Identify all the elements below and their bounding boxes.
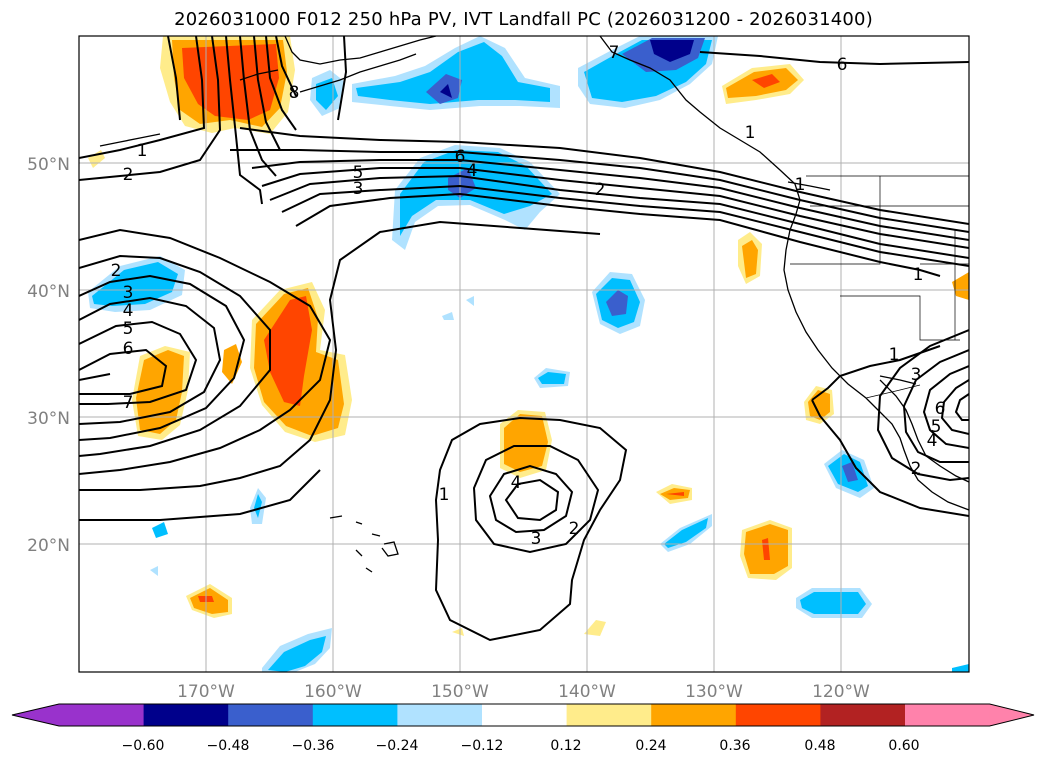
- colorbar-segment: [651, 704, 737, 726]
- colorbar-tick: −0.24: [376, 738, 419, 754]
- contour-label: 2: [123, 165, 134, 185]
- plot-title: 2026031000 F012 250 hPa PV, IVT Landfall…: [174, 9, 873, 30]
- warm-anomaly-central: [500, 410, 552, 478]
- contour-label: 3: [911, 365, 922, 385]
- contour-label: 3: [531, 529, 542, 549]
- contour-label: 4: [511, 473, 522, 493]
- contour-label: 4: [927, 431, 938, 451]
- colorbar-segment: [735, 704, 821, 726]
- contour-labels: 1 2 8 5 3 6 4 2 2 3 4 5 6 7 1 4 3 2 1 1: [111, 43, 946, 549]
- lon-label: 170°W: [177, 682, 235, 702]
- cool-anomaly-west: [88, 256, 185, 312]
- contour-label: 1: [745, 123, 756, 143]
- colorbar-outline: [11, 703, 1035, 727]
- contour-label: 3: [353, 179, 364, 199]
- contour-label: 1: [137, 141, 148, 161]
- lat-label: 40°N: [27, 282, 70, 302]
- contour-label: 2: [569, 519, 580, 539]
- colorbar-segment: [312, 704, 398, 726]
- contour-label: 2: [911, 459, 922, 479]
- lon-label: 150°W: [431, 682, 489, 702]
- cool-anomaly-small-2: [152, 522, 168, 538]
- colorbar-segment: [566, 704, 652, 726]
- lon-label: 140°W: [558, 682, 616, 702]
- lat-label: 50°N: [27, 155, 70, 175]
- contour-label: 4: [123, 301, 134, 321]
- warm-anomaly-east: [740, 520, 792, 580]
- contour-label: 8: [289, 83, 300, 103]
- colorbar-tick: 0.36: [719, 738, 750, 754]
- contour-label: 2: [595, 180, 606, 200]
- contour-label: 6: [123, 339, 134, 359]
- lat-label: 30°N: [27, 409, 70, 429]
- contour-label: 7: [123, 393, 134, 413]
- colorbar-segment: [59, 704, 145, 726]
- colorbar-tick: −0.48: [207, 738, 250, 754]
- map-frame: [78, 35, 970, 673]
- colorbar-tick: 0.12: [550, 738, 581, 754]
- lat-labels: 50°N 40°N 30°N 20°N: [27, 155, 70, 556]
- contour-label: 4: [467, 161, 478, 181]
- colorbar-tick: 0.24: [635, 738, 666, 754]
- lon-label: 130°W: [685, 682, 743, 702]
- contour-label: 5: [931, 417, 942, 437]
- borders: [790, 175, 969, 399]
- colorbar-segment: [820, 704, 906, 726]
- warm-anomaly-subtropics: [132, 282, 352, 442]
- contour-label: 7: [609, 43, 620, 63]
- lon-label: 160°W: [304, 682, 362, 702]
- contour-label: 2: [111, 261, 122, 281]
- colorbar-tick: 0.48: [804, 738, 835, 754]
- colorbar-tick: −0.36: [292, 738, 335, 754]
- contour-label: 6: [935, 399, 946, 419]
- coastlines: [99, 36, 969, 573]
- contour-label: 6: [455, 147, 466, 167]
- contour-label: 1: [913, 265, 924, 285]
- colorbar-tick-labels: −0.60 −0.48 −0.36 −0.24 −0.12 0.12 0.24 …: [122, 738, 920, 754]
- colorbar-segment: [397, 704, 483, 726]
- contour-label: 5: [353, 163, 364, 183]
- colorbar-tick: −0.60: [122, 738, 165, 754]
- contour-label: 1: [439, 485, 450, 505]
- colorbar-segment: [228, 704, 314, 726]
- lat-label: 20°N: [27, 536, 70, 556]
- contour-label: 6: [837, 55, 848, 75]
- shading-layer: [88, 36, 969, 672]
- lon-labels: 170°W 160°W 150°W 140°W 130°W 120°W: [177, 682, 870, 702]
- colorbar-segment: [905, 704, 991, 726]
- cool-anomaly-jet: [392, 145, 560, 250]
- colorbar-segment: [143, 704, 229, 726]
- lon-label: 120°W: [812, 682, 870, 702]
- colorbar: [11, 703, 1035, 727]
- colorbar-tick: −0.12: [461, 738, 504, 754]
- contour-label: 1: [795, 175, 806, 195]
- colorbar-extend-low: [12, 704, 59, 726]
- pv-contours: [79, 36, 969, 642]
- contour-label: 1: [889, 345, 900, 365]
- contour-label: 3: [123, 283, 134, 303]
- colorbar-extend-high: [989, 704, 1034, 726]
- colorbar-segment: [482, 704, 568, 726]
- contour-label: 5: [123, 319, 134, 339]
- colorbar-tick: 0.60: [888, 738, 919, 754]
